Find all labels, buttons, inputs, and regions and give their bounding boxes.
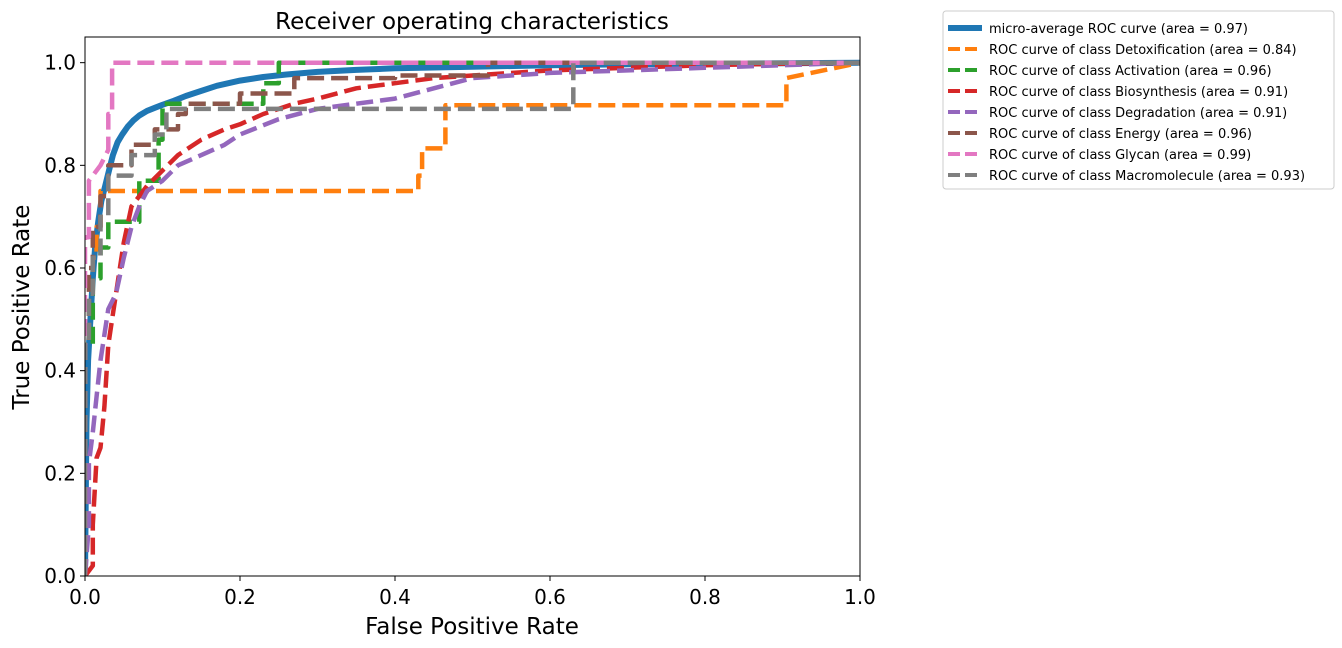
legend-label-7: ROC curve of class Macromolecule (area =… [989,169,1305,184]
x-tick-label: 0.8 [689,585,721,609]
x-tick-label: 0.0 [69,585,101,609]
y-tick-label: 0.4 [44,359,76,383]
series-line-3 [85,63,860,576]
y-tick-label: 0.0 [44,564,76,588]
legend-label-4: ROC curve of class Degradation (area = 0… [989,106,1287,121]
legend-label-0: micro-average ROC curve (area = 0.97) [989,22,1248,37]
y-tick-label: 0.2 [44,461,76,485]
x-axis-ticks: 0.0 0.2 0.4 0.6 0.8 1.0 [69,576,876,609]
x-tick-label: 0.6 [534,585,566,609]
plot-frame [85,37,860,576]
y-axis-label: True Positive Rate [9,205,35,411]
legend-label-3: ROC curve of class Biosynthesis (area = … [989,85,1288,100]
legend-label-6: ROC curve of class Glycan (area = 0.99) [989,148,1251,163]
plot-series [85,63,860,576]
x-axis-label: False Positive Rate [365,614,579,640]
chart-title: Receiver operating characteristics [275,9,669,35]
legend-label-1: ROC curve of class Detoxification (area … [989,43,1297,58]
x-tick-label: 1.0 [844,585,876,609]
y-tick-label: 1.0 [44,51,76,75]
x-tick-label: 0.4 [379,585,411,609]
y-axis-ticks: 0.0 0.2 0.4 0.6 0.8 1.0 [44,51,85,588]
legend-label-5: ROC curve of class Energy (area = 0.96) [989,127,1252,142]
y-tick-label: 0.8 [44,153,76,177]
legend: micro-average ROC curve (area = 0.97) ROC… [943,11,1334,189]
x-tick-label: 0.2 [224,585,256,609]
y-tick-label: 0.6 [44,256,76,280]
legend-label-2: ROC curve of class Activation (area = 0.… [989,64,1272,79]
